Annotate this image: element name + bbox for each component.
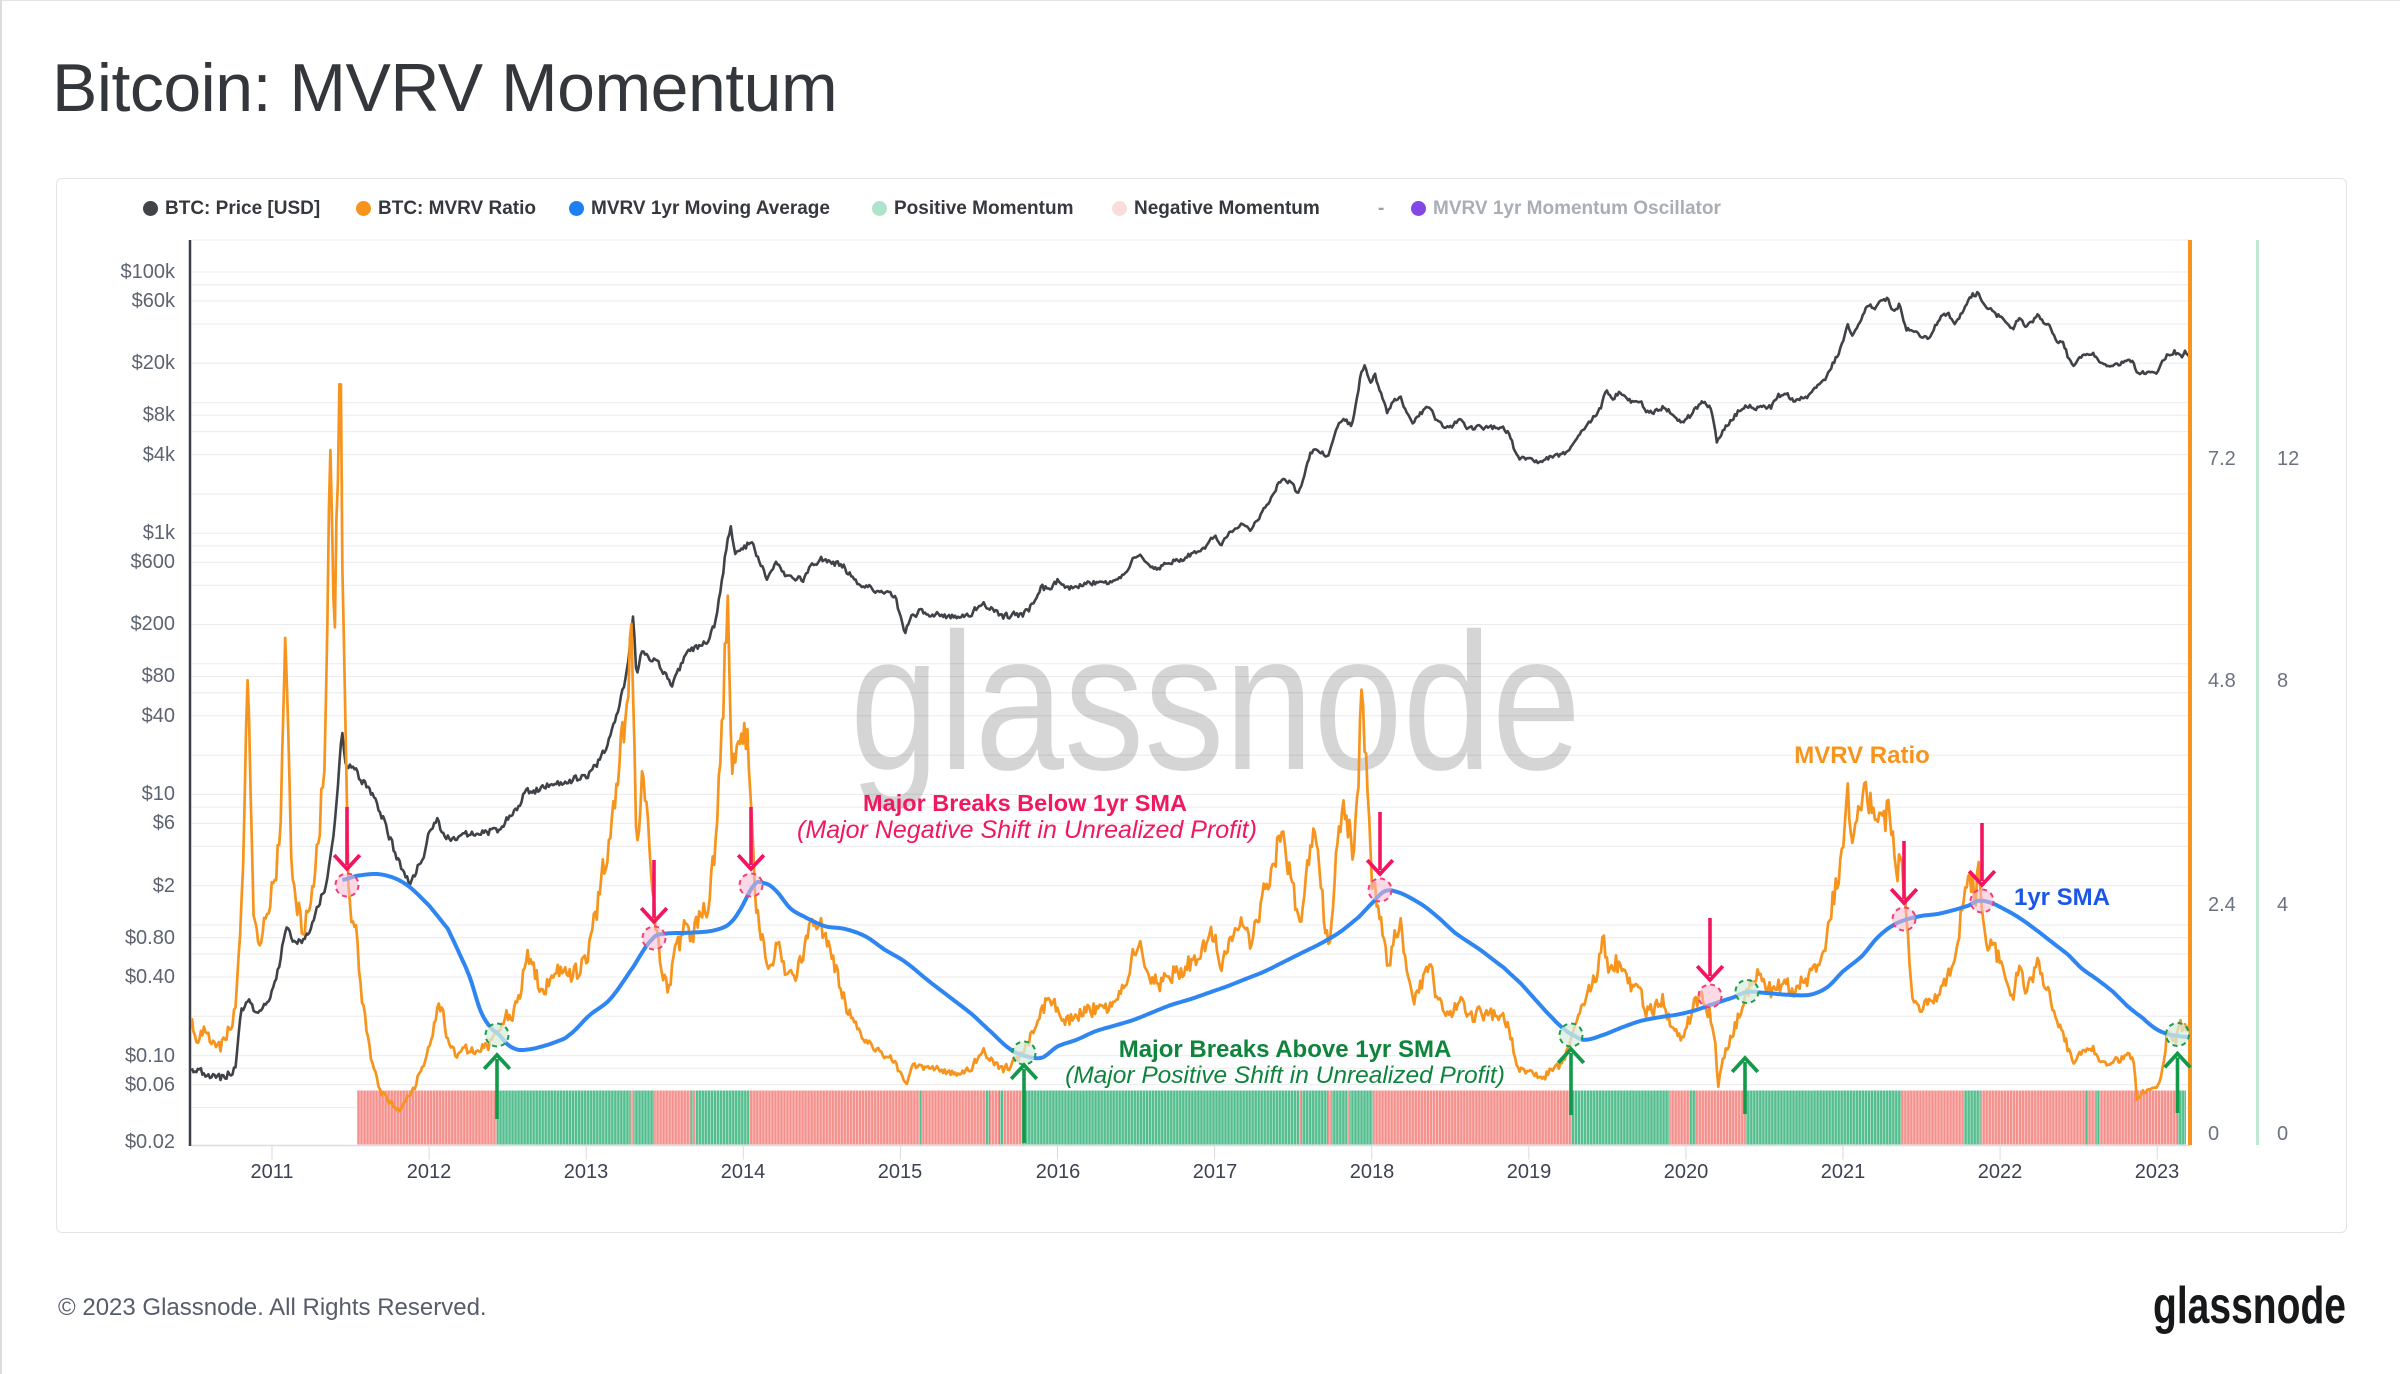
svg-text:glassnode: glassnode bbox=[2153, 1277, 2346, 1335]
svg-text:glassnode: glassnode bbox=[850, 593, 1581, 811]
